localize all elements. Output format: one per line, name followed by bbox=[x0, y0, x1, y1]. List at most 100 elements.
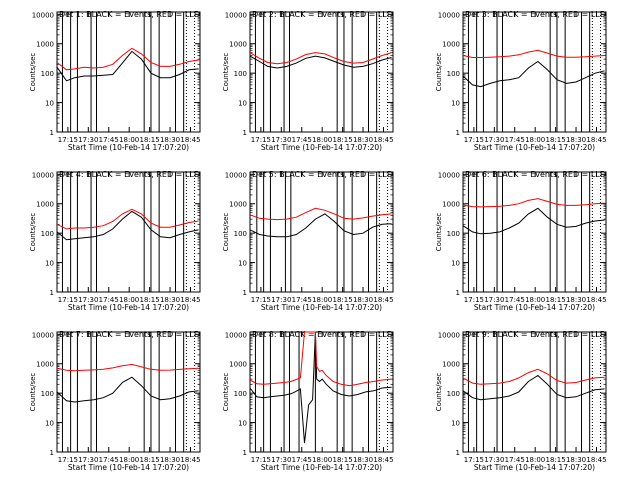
y-tick-label: 10000 bbox=[225, 11, 247, 19]
plot-frame bbox=[56, 11, 201, 133]
x-tick-label: 18:00 bbox=[119, 456, 139, 464]
x-tick-label: 18:15 bbox=[546, 456, 566, 464]
chart-panel-1: Det 1: BLACK = Events, RED = LLD11010010… bbox=[29, 10, 201, 152]
y-axis-label: Counts/sec bbox=[29, 53, 37, 92]
x-tick-label: 18:30 bbox=[353, 296, 373, 304]
x-tick-label: 18:30 bbox=[566, 296, 586, 304]
x-tick-label: 17:45 bbox=[505, 136, 525, 144]
x-tick-label: 17:15 bbox=[251, 296, 271, 304]
x-tick-label: 17:15 bbox=[464, 296, 484, 304]
x-tick-label: 17:30 bbox=[484, 136, 504, 144]
y-tick-label: 1000 bbox=[229, 201, 247, 209]
y-tick-label: 1 bbox=[456, 289, 460, 297]
x-tick-label: 17:45 bbox=[505, 456, 525, 464]
y-tick-label: 1 bbox=[243, 129, 247, 137]
x-tick-label: 17:15 bbox=[58, 456, 78, 464]
x-tick-label: 18:45 bbox=[586, 456, 606, 464]
y-tick-label: 100 bbox=[447, 230, 460, 238]
x-tick-label: 18:00 bbox=[119, 136, 139, 144]
y-axis-label: Counts/sec bbox=[222, 373, 230, 412]
x-tick-label: 18:30 bbox=[160, 296, 180, 304]
plot-frame bbox=[462, 331, 607, 453]
y-axis-label: Counts/sec bbox=[435, 53, 443, 92]
x-tick-label: 17:15 bbox=[464, 456, 484, 464]
plot-frame bbox=[249, 171, 394, 293]
x-axis-label: Start Time (10-Feb-14 17:07:20) bbox=[68, 303, 189, 312]
series-line-events bbox=[462, 60, 605, 88]
y-tick-label: 1000 bbox=[229, 41, 247, 49]
y-tick-label: 1000 bbox=[442, 201, 460, 209]
y-tick-label: 10 bbox=[451, 260, 460, 268]
x-tick-label: 17:30 bbox=[484, 296, 504, 304]
y-tick-label: 1 bbox=[456, 449, 460, 457]
y-tick-label: 10000 bbox=[225, 171, 247, 179]
x-tick-label: 18:15 bbox=[546, 296, 566, 304]
x-axis-label: Start Time (10-Feb-14 17:07:20) bbox=[474, 463, 595, 472]
y-axis-label: Counts/sec bbox=[29, 213, 37, 252]
y-tick-label: 10000 bbox=[438, 171, 460, 179]
y-tick-label: 100 bbox=[447, 70, 460, 78]
x-tick-label: 18:15 bbox=[140, 296, 160, 304]
x-tick-label: 17:45 bbox=[292, 296, 312, 304]
y-tick-label: 1000 bbox=[36, 201, 54, 209]
plot-frame bbox=[249, 331, 394, 453]
series-line-lld bbox=[249, 207, 392, 221]
y-tick-label: 10 bbox=[45, 100, 54, 108]
x-tick-label: 17:30 bbox=[78, 296, 98, 304]
y-tick-label: 1000 bbox=[36, 41, 54, 49]
x-tick-label: 18:30 bbox=[353, 136, 373, 144]
y-axis-label: Counts/sec bbox=[222, 213, 230, 252]
series-line-lld bbox=[56, 363, 199, 372]
y-tick-label: 1 bbox=[243, 449, 247, 457]
y-tick-label: 1 bbox=[50, 289, 54, 297]
y-tick-label: 100 bbox=[447, 390, 460, 398]
x-tick-label: 17:15 bbox=[251, 456, 271, 464]
y-axis-label: Counts/sec bbox=[435, 373, 443, 412]
chart-panel-7: Det 7: BLACK = Events, RED = LLD11010010… bbox=[29, 330, 201, 472]
x-tick-label: 17:30 bbox=[271, 296, 291, 304]
x-axis-label: Start Time (10-Feb-14 17:07:20) bbox=[68, 143, 189, 152]
y-tick-label: 10 bbox=[451, 100, 460, 108]
y-axis-label: Counts/sec bbox=[29, 373, 37, 412]
chart-panel-3: Det 3: BLACK = Events, RED = LLD11010010… bbox=[435, 10, 607, 152]
x-tick-label: 18:45 bbox=[180, 136, 200, 144]
y-tick-label: 10 bbox=[238, 260, 247, 268]
x-tick-label: 18:45 bbox=[373, 296, 393, 304]
x-tick-label: 17:30 bbox=[271, 136, 291, 144]
chart-panel-5: Det 5: BLACK = Events, RED = LLD11010010… bbox=[222, 170, 394, 312]
x-tick-label: 17:45 bbox=[292, 456, 312, 464]
series-line-lld bbox=[462, 49, 605, 58]
chart-panel-8: Det 8: BLACK = Events, RED = LLD11010010… bbox=[222, 330, 394, 472]
x-tick-label: 18:30 bbox=[566, 456, 586, 464]
x-tick-label: 17:15 bbox=[251, 136, 271, 144]
y-axis-label: Counts/sec bbox=[222, 53, 230, 92]
x-tick-label: 18:15 bbox=[333, 136, 353, 144]
x-tick-label: 18:00 bbox=[312, 136, 332, 144]
x-tick-label: 18:30 bbox=[353, 456, 373, 464]
x-tick-label: 17:45 bbox=[99, 136, 119, 144]
x-tick-label: 17:30 bbox=[271, 456, 291, 464]
x-tick-label: 18:15 bbox=[140, 136, 160, 144]
x-tick-label: 18:15 bbox=[333, 296, 353, 304]
y-tick-label: 100 bbox=[41, 70, 54, 78]
series-line-events bbox=[249, 331, 392, 444]
x-tick-label: 18:30 bbox=[160, 136, 180, 144]
x-tick-label: 18:15 bbox=[333, 456, 353, 464]
plot-frame bbox=[56, 331, 201, 453]
x-tick-label: 18:00 bbox=[525, 456, 545, 464]
y-tick-label: 10 bbox=[45, 260, 54, 268]
series-line-lld bbox=[249, 52, 392, 65]
y-tick-label: 10 bbox=[451, 420, 460, 428]
x-tick-label: 18:45 bbox=[586, 136, 606, 144]
y-tick-label: 1000 bbox=[442, 361, 460, 369]
y-tick-label: 1000 bbox=[229, 361, 247, 369]
series-line-events bbox=[56, 376, 199, 403]
y-tick-label: 10 bbox=[238, 100, 247, 108]
y-tick-label: 100 bbox=[41, 230, 54, 238]
series-line-lld bbox=[462, 368, 605, 385]
x-axis-label: Start Time (10-Feb-14 17:07:20) bbox=[261, 143, 382, 152]
y-tick-label: 1000 bbox=[36, 361, 54, 369]
x-tick-label: 18:30 bbox=[160, 456, 180, 464]
y-axis-label: Counts/sec bbox=[435, 213, 443, 252]
